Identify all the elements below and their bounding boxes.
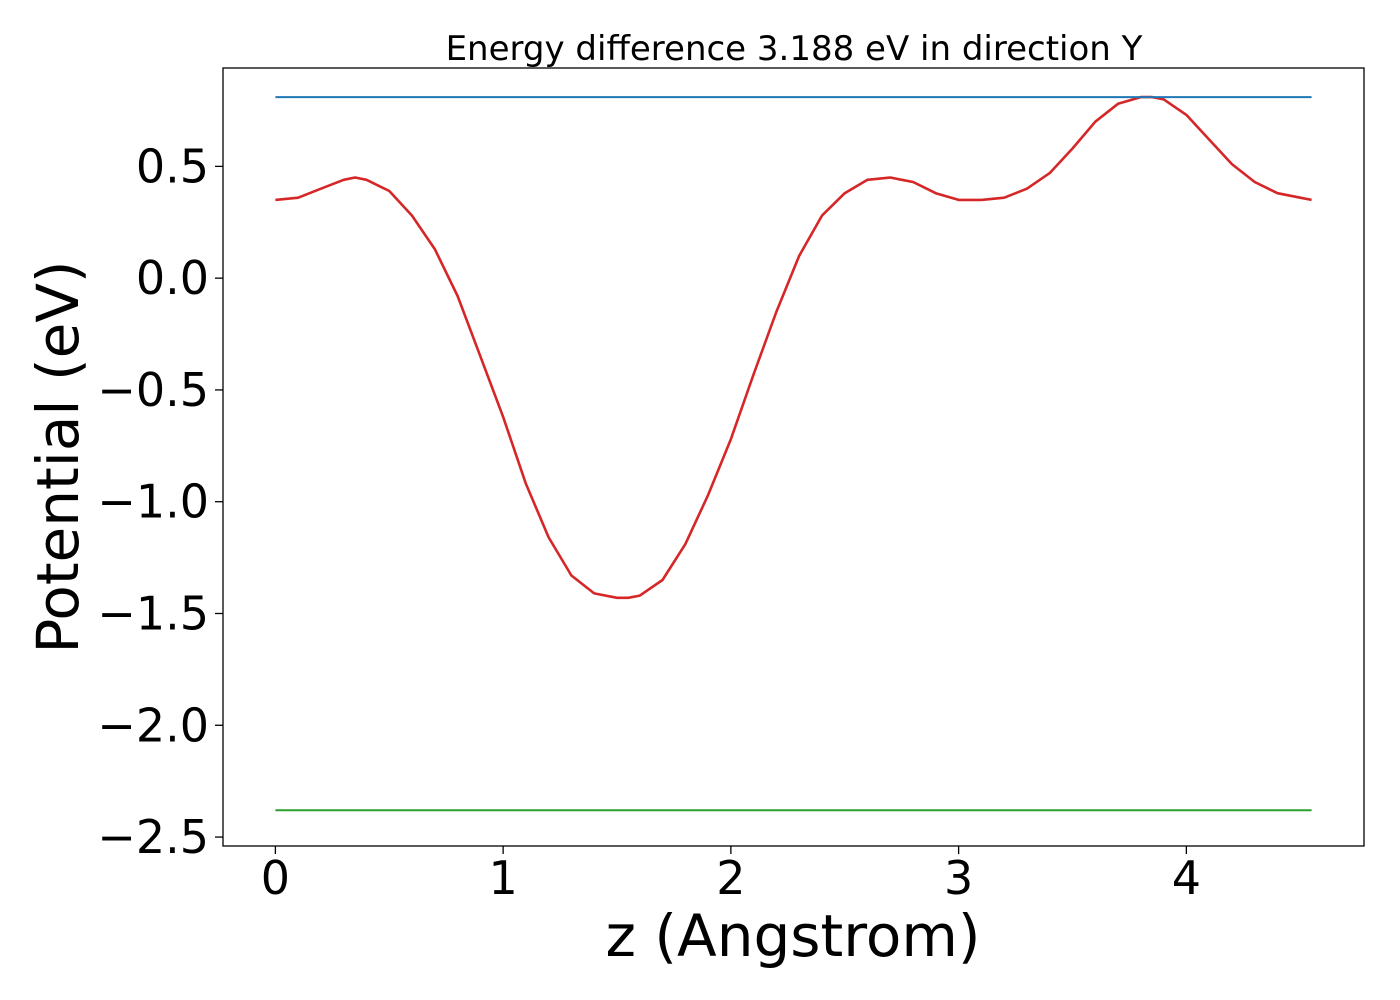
y-tick-label: −0.5 — [97, 363, 209, 417]
x-tick-label: 2 — [716, 851, 745, 905]
y-tick-label: 0.0 — [136, 251, 209, 305]
x-tick-label: 0 — [261, 851, 290, 905]
x-tick-label: 3 — [944, 851, 973, 905]
y-tick-label: −2.0 — [97, 698, 209, 752]
y-tick-label: 0.5 — [136, 139, 209, 193]
y-tick-label: −1.5 — [97, 586, 209, 640]
y-axis-label: Potential (eV) — [24, 260, 92, 653]
x-axis: 0 1 2 3 4 — [261, 846, 1201, 905]
series-layer — [275, 95, 1312, 812]
chart-title: Energy difference 3.188 eV in direction … — [446, 29, 1143, 69]
y-tick-label: −2.5 — [97, 810, 209, 864]
x-axis-label: z (Angstrom) — [606, 902, 981, 970]
plot-frame — [222, 67, 1365, 847]
y-tick-label: −1.0 — [97, 475, 209, 529]
x-tick-label: 1 — [488, 851, 517, 905]
y-axis: 0.5 0.0 −0.5 −1.0 −1.5 −2.0 −2.5 — [97, 139, 223, 864]
x-tick-label: 4 — [1172, 851, 1201, 905]
series-line-0 — [275, 95, 1312, 600]
